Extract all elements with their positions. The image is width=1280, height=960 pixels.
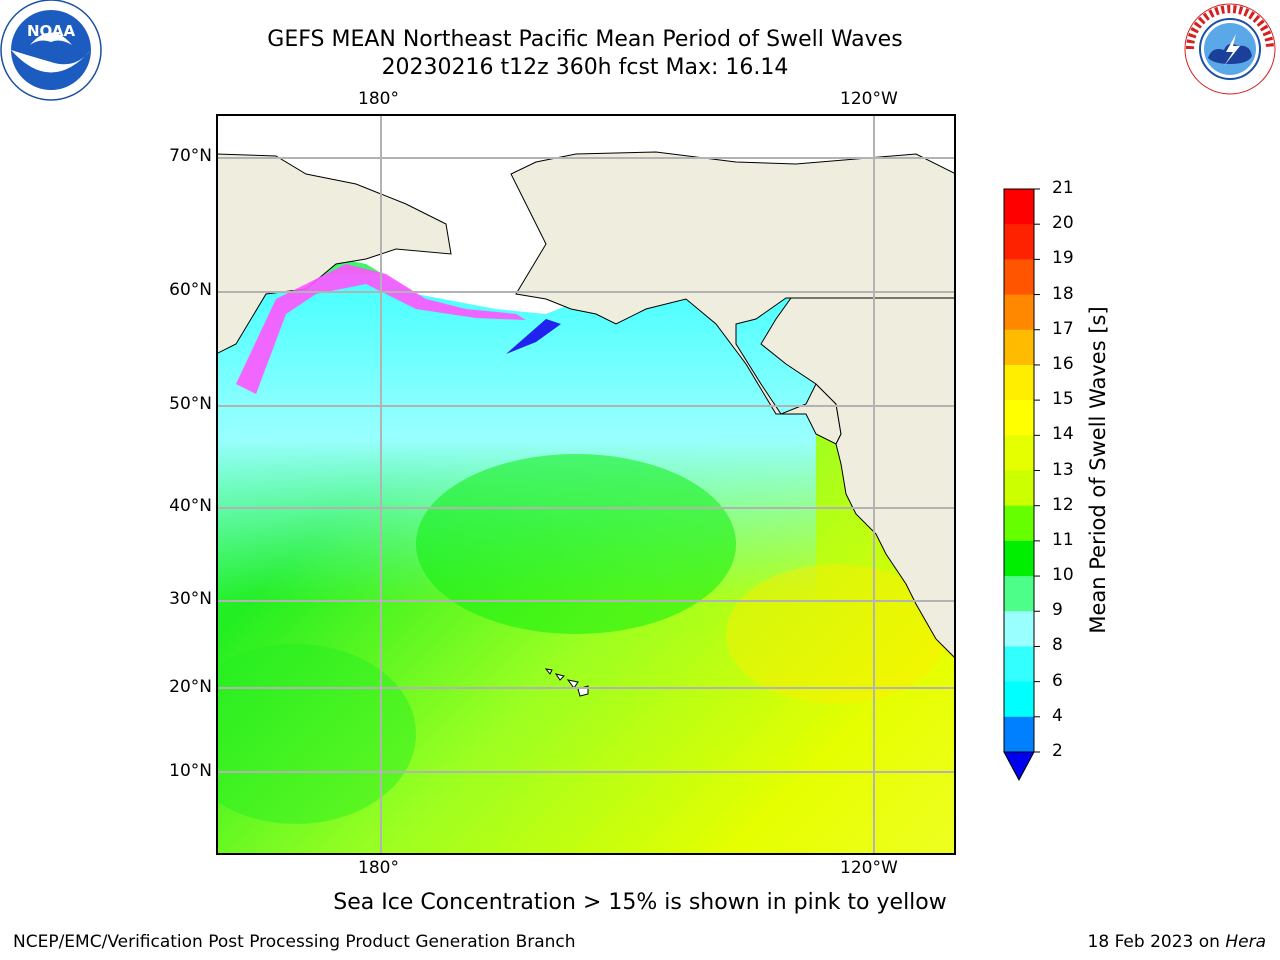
alaska-land <box>510 151 956 445</box>
colorbar-tick-label: 20 <box>1052 213 1074 234</box>
colorbar-tick-label: 18 <box>1052 283 1074 304</box>
lon-label-bottom-180: 180° <box>358 858 399 878</box>
colorbar-segment <box>1004 611 1034 647</box>
lat-label-70n: 70°N <box>169 146 212 166</box>
date-text: 18 Feb 2023 on Hera <box>1088 932 1266 952</box>
date-prefix: 18 Feb 2023 on <box>1087 932 1226 952</box>
lon-label-top-120w: 120°W <box>840 89 898 109</box>
lon-label-bottom-120w: 120°W <box>840 858 898 878</box>
colorbar-tick-label: 2 <box>1052 741 1063 761</box>
colorbar-segment <box>1004 224 1034 260</box>
colorbar-tick-label: 16 <box>1052 353 1074 374</box>
siberia-land <box>216 153 452 355</box>
colorbar-segment <box>1004 505 1034 542</box>
nws-logo-icon <box>1184 3 1276 95</box>
colorbar-segment <box>1004 716 1034 753</box>
colorbar-segment <box>1004 470 1034 507</box>
colorbar-tick-label: 13 <box>1052 459 1074 480</box>
colorbar-tick-label: 15 <box>1052 389 1074 410</box>
colorbar-segment <box>1004 681 1034 718</box>
islands-hawaii <box>544 668 589 697</box>
map-panel <box>216 114 956 855</box>
lat-label-30n: 30°N <box>169 589 212 609</box>
colorbar-segment <box>1004 400 1034 436</box>
colorbar-segment <box>1004 294 1034 331</box>
colorbar-tick-label: 17 <box>1052 318 1074 339</box>
lat-label-20n: 20°N <box>169 677 212 697</box>
bristol-bay-blue <box>506 319 561 354</box>
colorbar-under-arrow <box>1003 751 1035 782</box>
colorbar-tick-label: 9 <box>1052 600 1063 621</box>
colorbar-tick-label: 12 <box>1052 494 1074 515</box>
north-america-land <box>760 297 956 660</box>
colorbar-tick-label: 4 <box>1052 705 1063 726</box>
colorbar-tick-label: 14 <box>1052 424 1074 445</box>
colorbar <box>1003 188 1040 782</box>
colorbar-tick-label: 11 <box>1052 529 1074 550</box>
colorbar-segment <box>1004 259 1034 296</box>
sea-ice-band <box>236 264 526 394</box>
colorbar-segment <box>1004 576 1034 612</box>
colorbar-segment <box>1004 364 1034 401</box>
lon-label-top-180: 180° <box>358 89 399 109</box>
lat-label-60n: 60°N <box>169 280 212 300</box>
colorbar-label: Mean Period of Swell Waves [s] <box>1086 306 1110 634</box>
credit-text: NCEP/EMC/Verification Post Processing Pr… <box>13 932 576 952</box>
colorbar-tick-label: 19 <box>1052 248 1074 269</box>
colorbar-tick-label: 6 <box>1052 670 1063 691</box>
chart-title: GEFS MEAN Northeast Pacific Mean Period … <box>267 27 903 52</box>
svg-text:NOAA: NOAA <box>27 22 76 40</box>
lat-label-10n: 10°N <box>169 761 212 781</box>
sea-ice-note: Sea Ice Concentration > 15% is shown in … <box>333 890 947 915</box>
gridlines <box>216 114 956 855</box>
lat-label-50n: 50°N <box>169 394 212 414</box>
lat-label-40n: 40°N <box>169 496 212 516</box>
colorbar-tick-label: 10 <box>1052 565 1074 586</box>
chart-subtitle: 20230216 t12z 360h fcst Max: 16.14 <box>381 55 789 80</box>
colorbar-segment <box>1004 435 1034 471</box>
date-host: Hera <box>1225 932 1266 952</box>
colorbar-segment <box>1004 329 1034 366</box>
map-frame <box>216 114 956 855</box>
colorbar-tick-label: 21 <box>1052 178 1074 198</box>
colorbar-segment <box>1004 646 1034 683</box>
ocean-field-blob-green <box>416 454 736 634</box>
colorbar-tick-label: 8 <box>1052 635 1063 656</box>
noaa-logo-icon: NOAA <box>0 0 102 101</box>
colorbar-segment <box>1004 540 1034 577</box>
colorbar-segment <box>1004 189 1034 225</box>
ocean-field-blob-yellow <box>726 564 946 704</box>
ocean-field-blob-south <box>216 644 416 824</box>
